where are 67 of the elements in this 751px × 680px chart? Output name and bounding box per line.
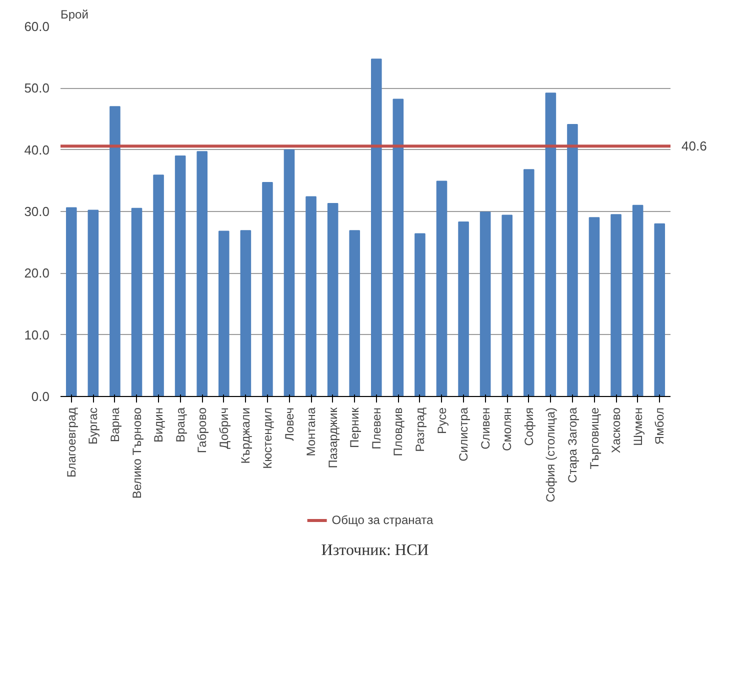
y-tick-label: 0.0 xyxy=(31,389,50,404)
y-tick-label: 60.0 xyxy=(24,19,50,34)
bar xyxy=(110,106,120,396)
y-axis-title: Брой xyxy=(60,8,88,22)
y-tick-label: 30.0 xyxy=(24,204,50,219)
x-tick-label: Ловеч xyxy=(282,407,296,441)
bar xyxy=(66,207,77,396)
x-tick-label: Пазарджик xyxy=(326,406,340,468)
bar xyxy=(88,210,99,396)
bar xyxy=(131,208,142,396)
x-tick-label: Кърджали xyxy=(238,408,253,464)
bar xyxy=(327,202,338,396)
x-tick-label: Смолян xyxy=(500,408,514,451)
x-tick-label: Варна xyxy=(108,407,122,442)
x-tick-label: Хасково xyxy=(609,407,624,454)
bar xyxy=(654,223,666,396)
x-tick-label: София xyxy=(522,407,536,446)
y-tick-label: 10.0 xyxy=(24,327,50,342)
bar xyxy=(153,174,164,396)
y-tick-label: 40.0 xyxy=(24,142,50,158)
bar xyxy=(240,230,252,396)
text: Източник: НСИ xyxy=(321,541,429,561)
x-tick-label: Пловдив xyxy=(391,407,406,456)
bar xyxy=(174,156,186,396)
x-tick-label: Русе xyxy=(434,407,449,434)
x-tick-label: Плевен xyxy=(369,408,384,450)
x-tick-label: Силистра xyxy=(456,407,471,462)
bar xyxy=(588,217,600,396)
bar xyxy=(567,124,578,396)
bar xyxy=(349,230,360,396)
bar xyxy=(545,92,556,396)
x-tick-label: Бургас xyxy=(86,408,100,444)
bar xyxy=(632,204,644,396)
bar xyxy=(610,214,622,396)
x-tick-label: Търговище xyxy=(587,407,602,470)
bar xyxy=(458,221,469,396)
bar xyxy=(370,58,382,396)
y-tick-label: 50.0 xyxy=(24,80,50,96)
x-tick-label: Видин xyxy=(152,407,166,443)
x-tick-label: София (столица) xyxy=(544,407,558,502)
x-tick-label: Габрово xyxy=(195,407,210,454)
text: 40.6 xyxy=(682,138,707,154)
x-tick-label: Добрич xyxy=(216,408,231,449)
bar xyxy=(414,233,426,396)
bar xyxy=(480,212,491,396)
bar xyxy=(218,230,230,396)
x-tick-label: Перник xyxy=(348,406,362,448)
x-tick-label: Враца xyxy=(173,407,188,442)
x-tick-label: Монтана xyxy=(304,407,318,456)
bar xyxy=(392,98,404,396)
x-tick-label: Велико Търново xyxy=(130,407,144,499)
bar xyxy=(436,180,448,396)
x-tick-label: Разград xyxy=(412,408,427,452)
x-tick-label: Благоевград xyxy=(64,407,78,478)
x-tick-label: Шумен xyxy=(630,407,645,446)
x-tick-label: Ямбол xyxy=(652,407,667,445)
x-tick-label: Стара Загора xyxy=(565,407,580,483)
bar xyxy=(306,196,316,396)
bar xyxy=(262,182,273,396)
bar xyxy=(284,149,295,396)
bar xyxy=(523,169,534,396)
legend-label: Общо за страната xyxy=(332,513,434,527)
x-tick-label: Кюстендил xyxy=(260,408,274,469)
y-tick-label: 20.0 xyxy=(24,266,50,281)
bar xyxy=(502,214,513,396)
bar xyxy=(196,151,208,396)
x-tick-label: Сливен xyxy=(478,407,492,450)
